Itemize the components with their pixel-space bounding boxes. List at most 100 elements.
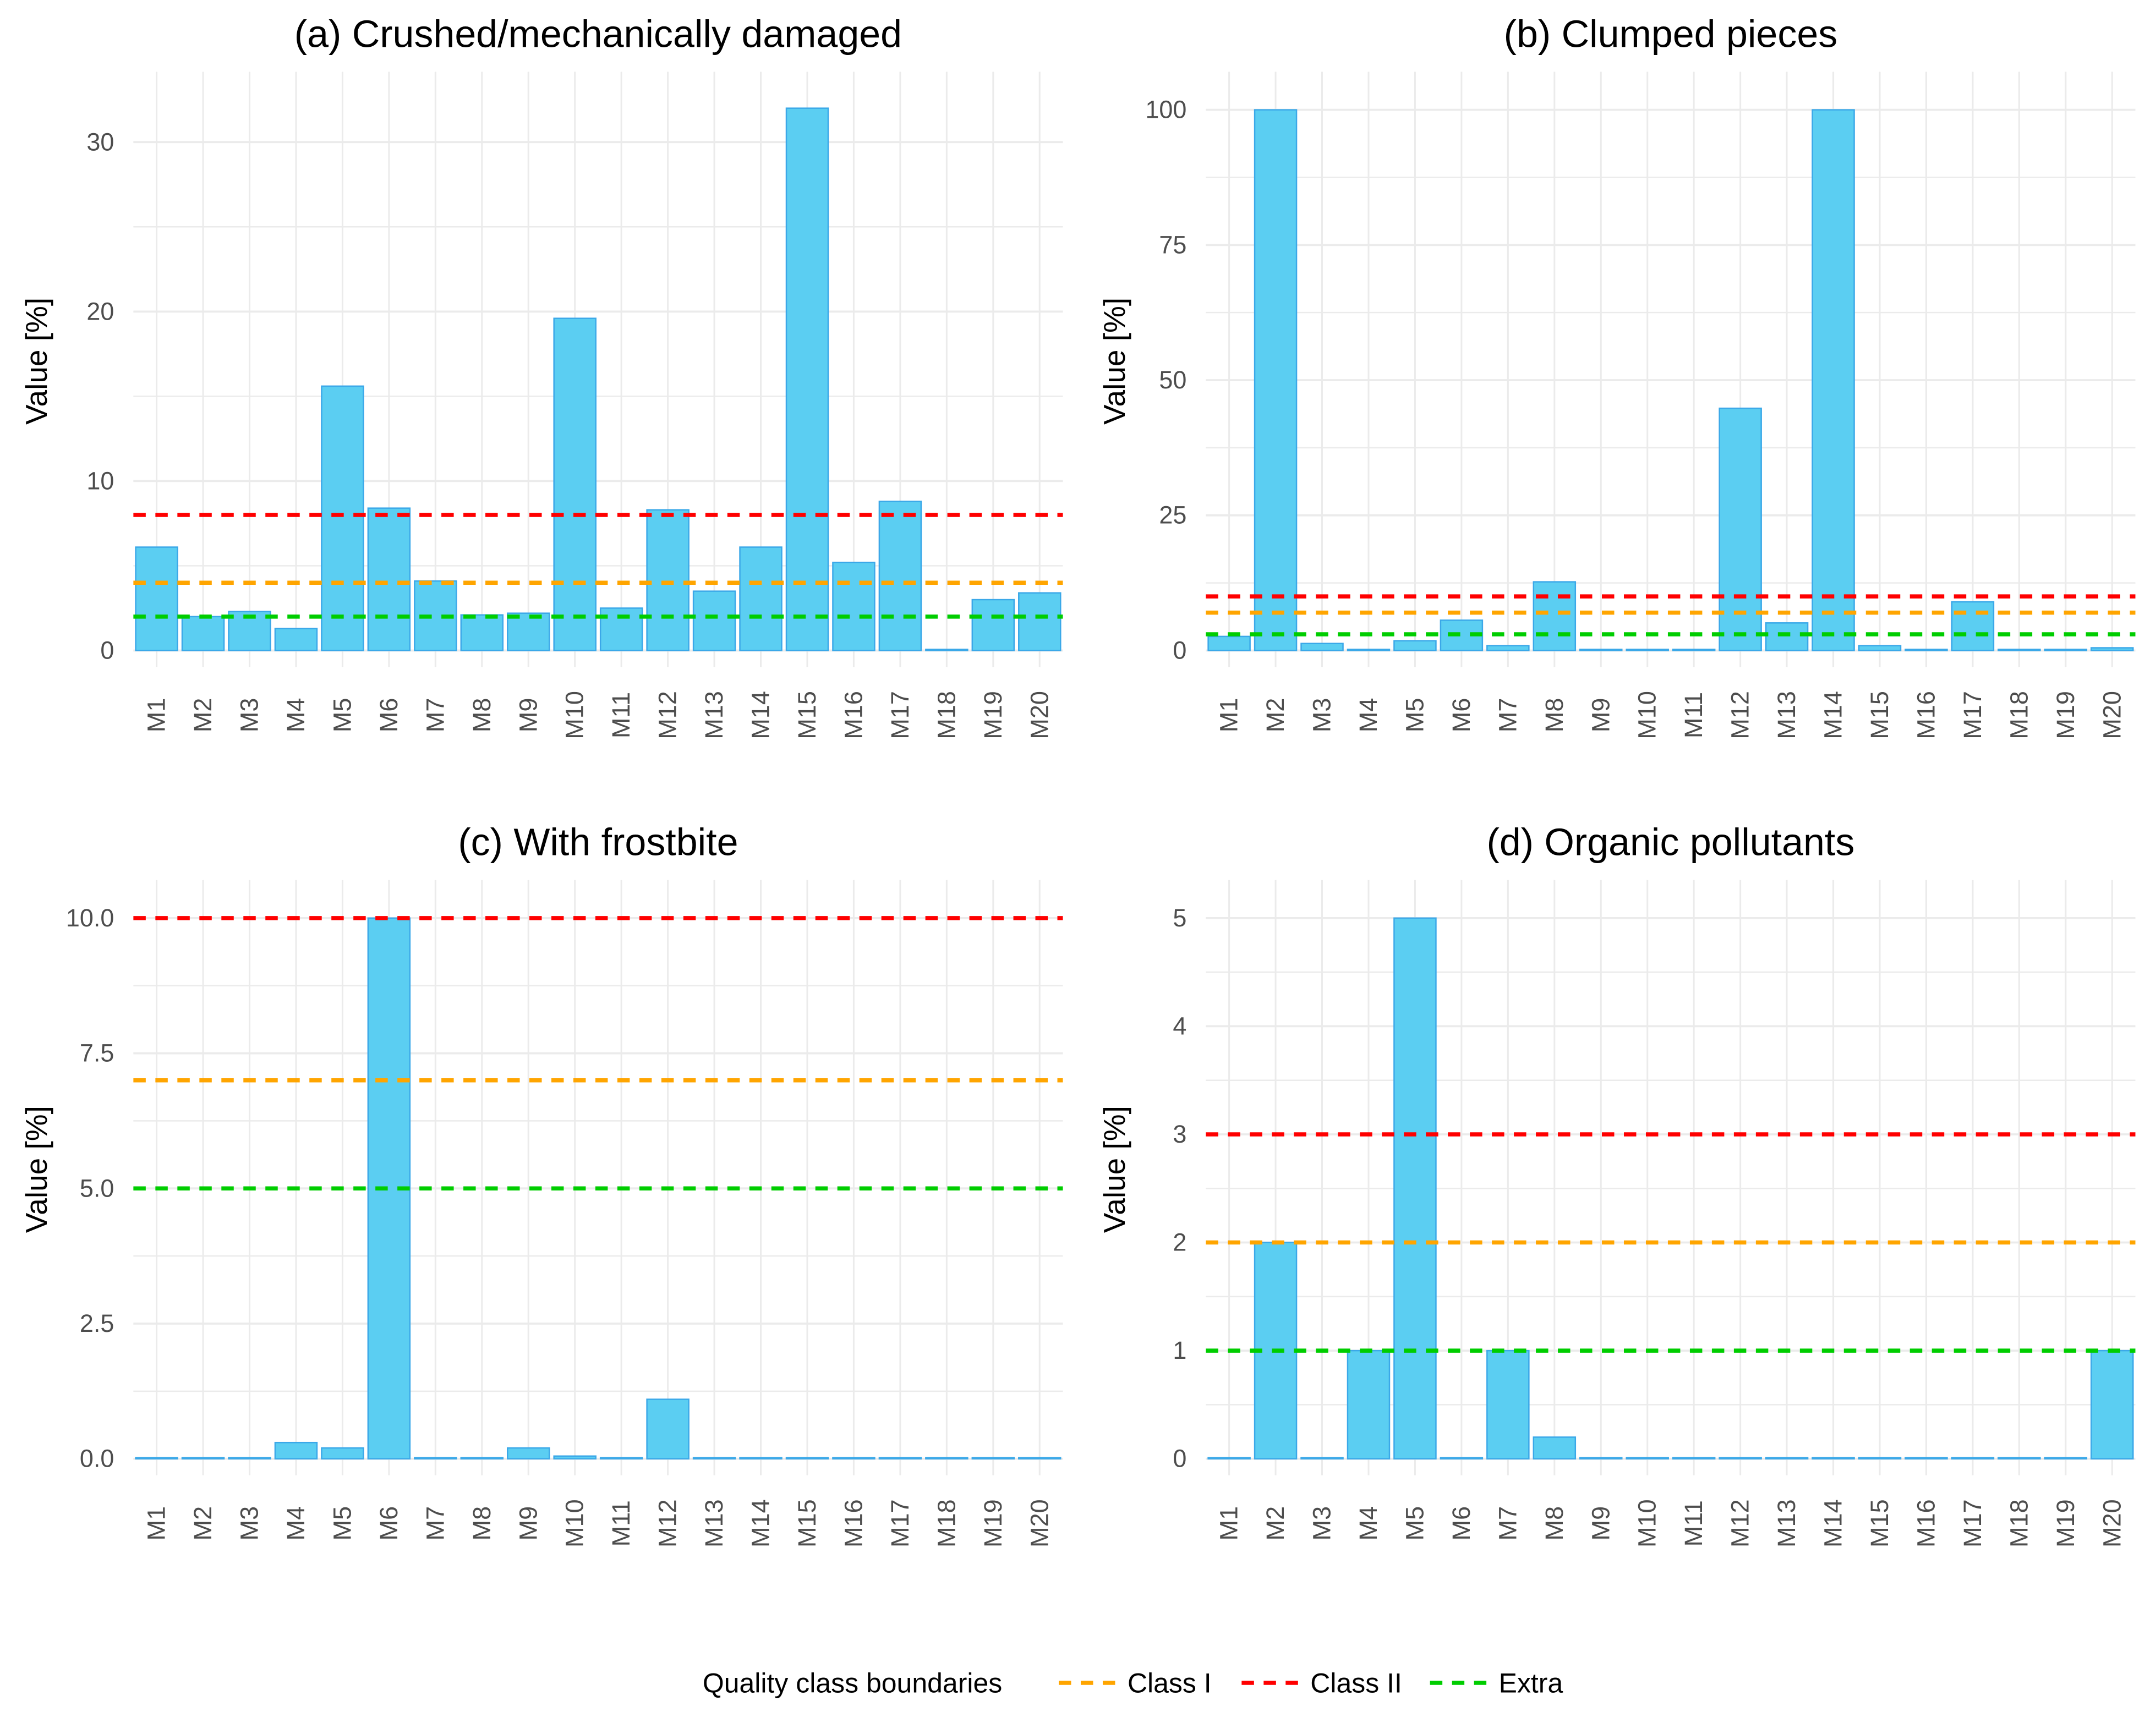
x-tick-label: M9 xyxy=(514,698,542,732)
bar-m14 xyxy=(739,1457,782,1459)
x-tick-label: M8 xyxy=(468,698,496,732)
y-tick-label: 5 xyxy=(1173,904,1186,932)
bar-m15 xyxy=(1858,645,1902,651)
y-tick-label: 5.0 xyxy=(80,1174,114,1202)
x-tick-label: M4 xyxy=(282,1506,310,1540)
bar-m20 xyxy=(1018,592,1061,651)
x-tick-label: M6 xyxy=(1447,1506,1475,1540)
bar-m18 xyxy=(925,649,968,651)
y-tick-label: 2.5 xyxy=(80,1309,114,1337)
y-tick-label: 0 xyxy=(1173,636,1186,664)
panel-a: 0 10 20 30 M1 M2 M3 M4 M5 M6 M7 M8 M9 M10 M11 M12 M13 M14… xyxy=(19,13,1063,739)
bar-m11 xyxy=(599,607,643,651)
bar-m13 xyxy=(1765,622,1809,651)
bar-m11 xyxy=(1672,1457,1716,1459)
bar-m9 xyxy=(507,1447,550,1459)
x-tick-label: M9 xyxy=(1586,1506,1615,1540)
x-tick-label: M1 xyxy=(1215,698,1243,732)
x-tick-label: M14 xyxy=(747,691,775,739)
bar-m5 xyxy=(1393,917,1437,1459)
bar-m7 xyxy=(1486,1349,1530,1459)
panel-title: (a) Crushed/mechanically damaged xyxy=(294,13,902,56)
bar-m15 xyxy=(785,1457,829,1459)
bar-m19 xyxy=(971,1457,1015,1459)
legend-label-extra: Extra xyxy=(1499,1667,1563,1698)
y-tick-label: 4 xyxy=(1173,1012,1186,1040)
x-tick-label: M9 xyxy=(514,1506,542,1540)
legend-label-class-ii: Class II xyxy=(1310,1667,1402,1698)
x-tick-label: M18 xyxy=(932,691,960,739)
bar-m20 xyxy=(2091,1349,2134,1459)
x-tick-label: M5 xyxy=(1400,698,1429,732)
bar-m9 xyxy=(1579,1457,1623,1459)
y-tick-label: 10 xyxy=(86,467,114,495)
bar-m1 xyxy=(1207,635,1251,651)
x-tick-label: M13 xyxy=(700,1499,728,1547)
x-tick-label: M4 xyxy=(282,698,310,732)
x-tick-label: M5 xyxy=(328,698,356,732)
legend: Quality class boundaries Class I Class I… xyxy=(703,1667,1563,1698)
x-tick-label: M5 xyxy=(1400,1506,1429,1540)
x-tick-label: M16 xyxy=(839,691,867,739)
x-tick-label: M6 xyxy=(1447,698,1475,732)
bar-m20 xyxy=(2091,647,2134,651)
panel-title: (c) With frostbite xyxy=(458,821,738,864)
x-tick-label: M8 xyxy=(468,1506,496,1540)
x-tick-label: M13 xyxy=(1772,1499,1801,1547)
bar-m4 xyxy=(1347,1349,1391,1459)
x-tick-label: M17 xyxy=(1958,691,1987,739)
bar-m2 xyxy=(1254,109,1298,651)
x-tick-label: M19 xyxy=(2051,691,2080,739)
bar-m18 xyxy=(925,1457,968,1459)
bar-m19 xyxy=(971,599,1015,651)
bar-m13 xyxy=(692,590,736,651)
y-tick-label: 50 xyxy=(1159,366,1186,394)
legend-title: Quality class boundaries xyxy=(703,1667,1002,1698)
x-tick-label: M1 xyxy=(143,698,171,732)
x-tick-label: M10 xyxy=(1633,1499,1661,1547)
bar-m10 xyxy=(553,1455,597,1459)
bar-m17 xyxy=(1951,601,1995,651)
x-tick-label: M20 xyxy=(1025,1499,1053,1547)
x-tick-label: M12 xyxy=(1726,1499,1754,1547)
y-tick-label: 0 xyxy=(100,636,114,664)
bar-m8 xyxy=(1533,581,1577,651)
panel-d: 0 1 2 3 4 5 M1 M2 M3 M4 M5 M6 M7 M8 M9 M10 M11 M12 M13 M14 M… xyxy=(1097,821,2136,1548)
bar-m17 xyxy=(1951,1457,1995,1459)
x-tick-label: M3 xyxy=(1308,1506,1336,1540)
x-tick-label: M19 xyxy=(2051,1499,2080,1547)
x-tick-label: M20 xyxy=(2098,691,2126,739)
bar-m19 xyxy=(2044,1457,2088,1459)
bar-m2 xyxy=(181,1457,225,1459)
x-tick-label: M11 xyxy=(1679,692,1708,738)
bar-m11 xyxy=(1672,649,1716,651)
y-tick-label: 1 xyxy=(1173,1336,1186,1364)
x-tick-label: M16 xyxy=(839,1499,867,1547)
bar-m8 xyxy=(460,614,504,651)
y-tick-label: 25 xyxy=(1159,501,1186,529)
x-tick-label: M3 xyxy=(1308,698,1336,732)
y-tick-label: 75 xyxy=(1159,231,1186,259)
panel-title: (b) Clumped pieces xyxy=(1504,13,1838,56)
bar-m4 xyxy=(1347,649,1391,651)
x-tick-label: M2 xyxy=(1261,1506,1289,1540)
bar-m8 xyxy=(460,1457,504,1459)
x-tick-label: M14 xyxy=(1819,691,1847,739)
bar-m4 xyxy=(274,1441,318,1459)
bar-m17 xyxy=(878,501,922,651)
x-tick-label: M15 xyxy=(1865,691,1894,739)
y-axis-label: Value [%] xyxy=(19,1106,53,1233)
x-tick-label: M2 xyxy=(1261,698,1289,732)
x-tick-label: M14 xyxy=(747,1499,775,1547)
bar-m15 xyxy=(1858,1457,1902,1459)
x-tick-label: M12 xyxy=(1726,691,1754,739)
x-tick-label: M12 xyxy=(654,1499,682,1547)
x-tick-label: M18 xyxy=(2005,691,2033,739)
bar-m10 xyxy=(1626,1457,1669,1459)
bar-m11 xyxy=(599,1457,643,1459)
x-tick-label: M18 xyxy=(932,1499,960,1547)
bar-m13 xyxy=(1765,1457,1809,1459)
x-tick-label: M5 xyxy=(328,1506,356,1540)
bar-m16 xyxy=(1905,649,1948,651)
